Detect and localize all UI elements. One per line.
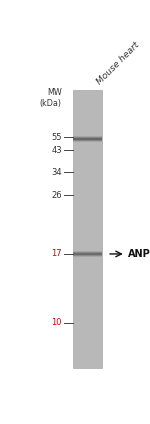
- Text: 43: 43: [51, 146, 62, 155]
- Bar: [73, 90, 102, 368]
- Text: Mouse heart: Mouse heart: [96, 41, 142, 87]
- Text: 34: 34: [51, 168, 62, 177]
- Text: MW
(kDa): MW (kDa): [40, 89, 62, 108]
- Text: 55: 55: [51, 133, 62, 142]
- Text: 26: 26: [51, 191, 62, 200]
- Text: ANP: ANP: [128, 249, 150, 259]
- Text: 10: 10: [51, 318, 62, 327]
- Text: 17: 17: [51, 249, 62, 259]
